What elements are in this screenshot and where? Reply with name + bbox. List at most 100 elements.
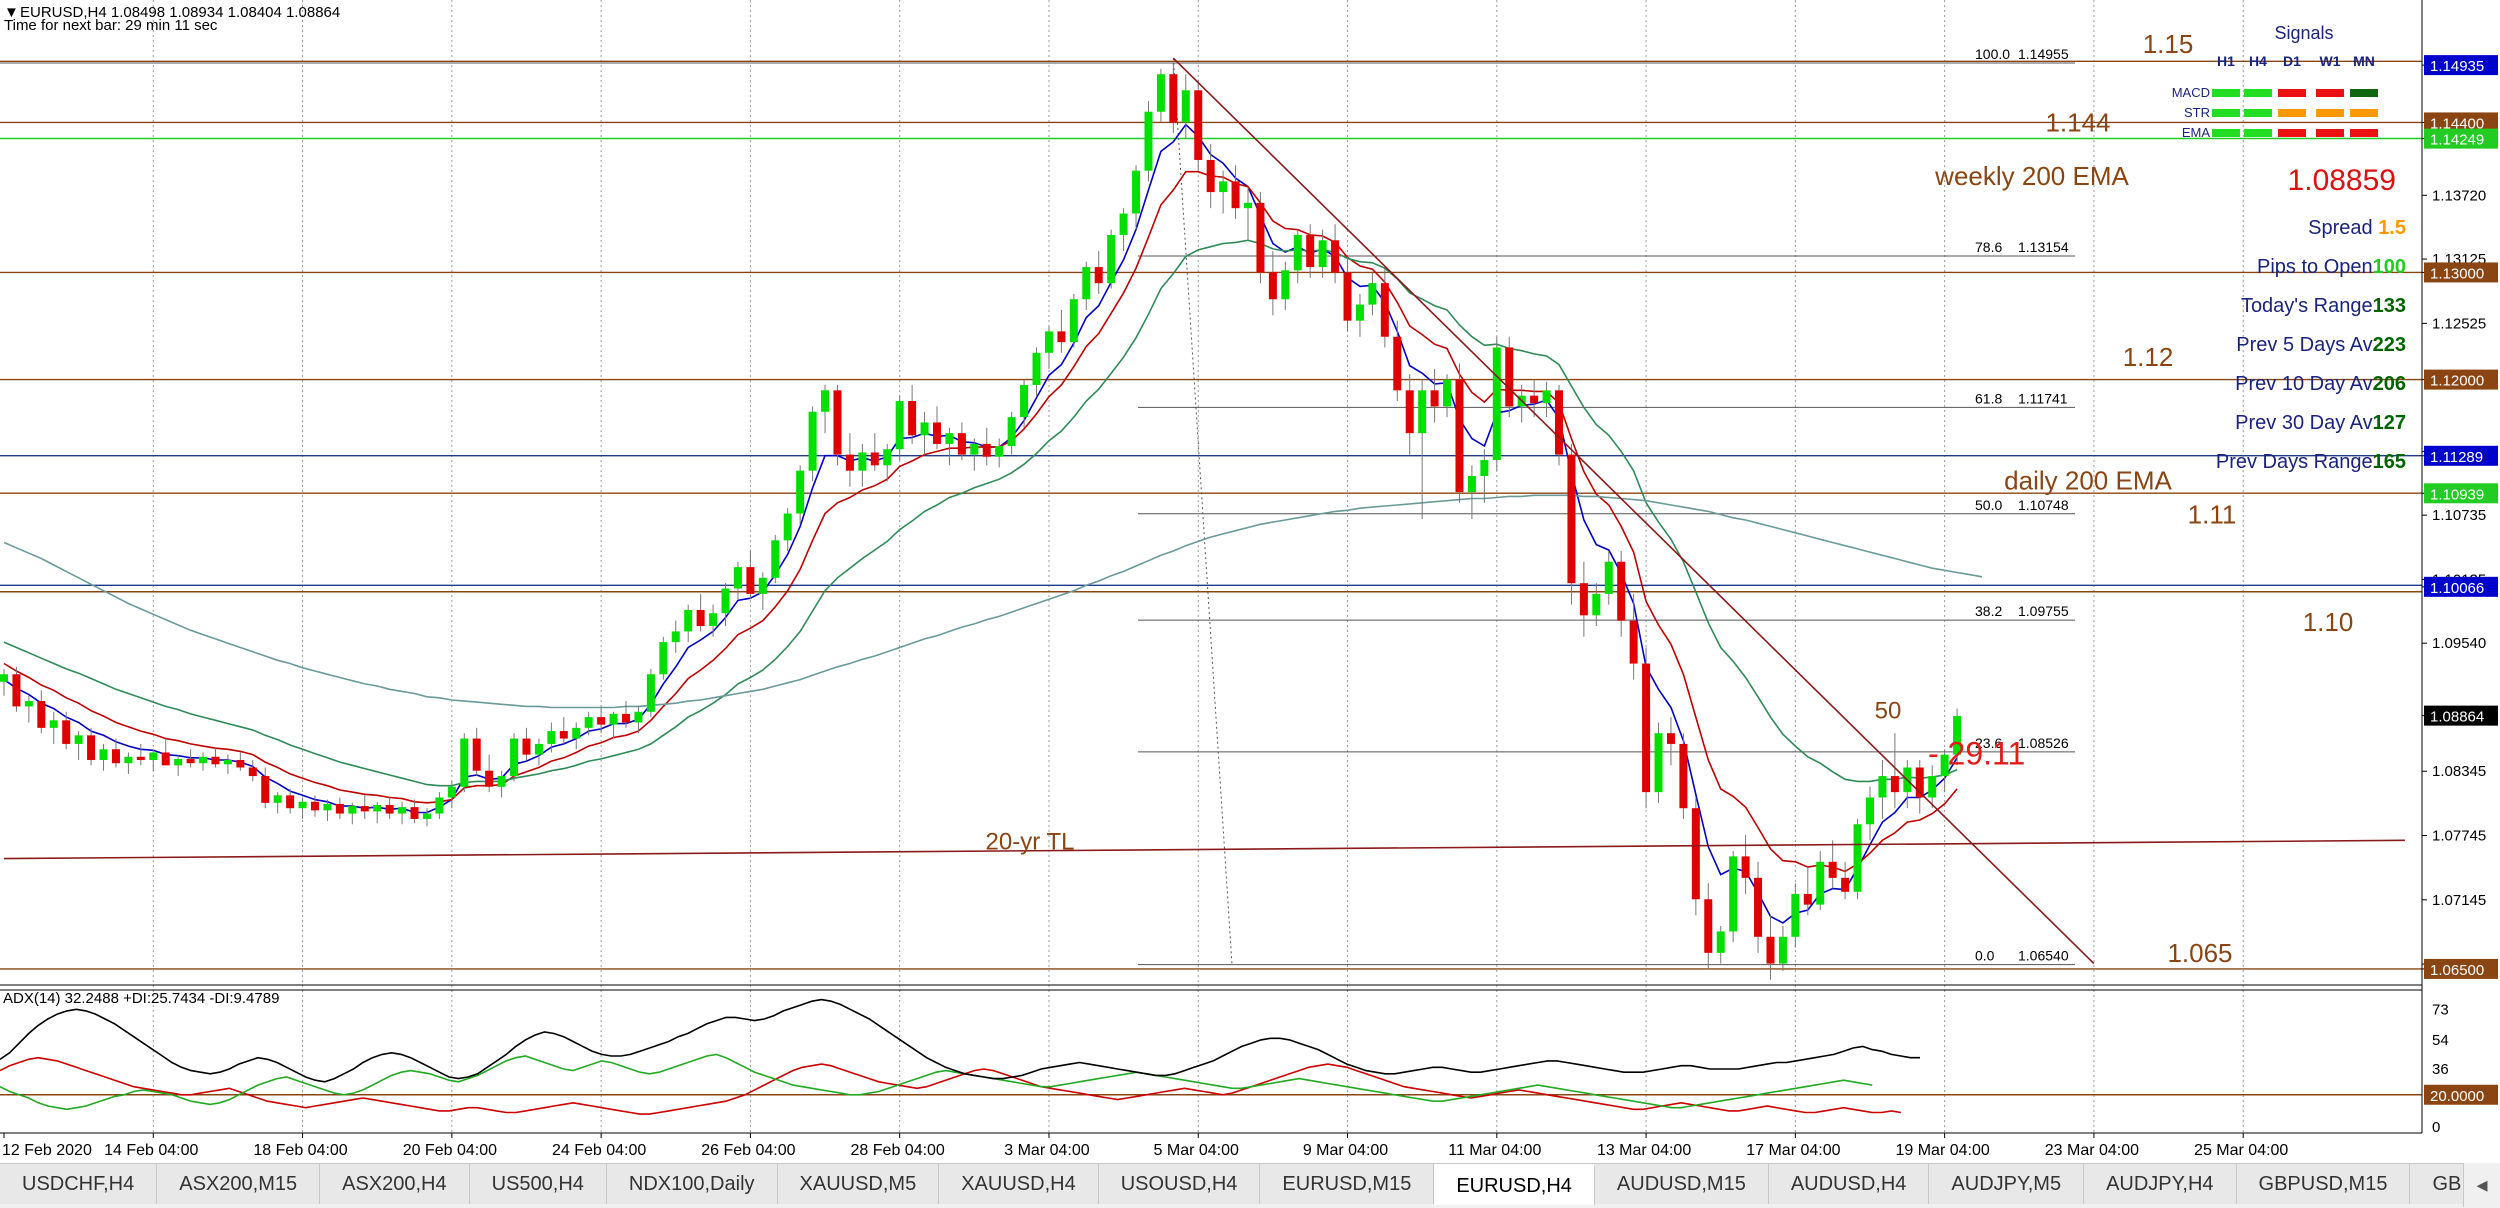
candle-body: [622, 713, 630, 723]
signal-cell: [2212, 109, 2240, 117]
price-tag-bg: [2424, 445, 2498, 466]
fibonacci-retracement[interactable]: 100.0 1.14955 78.6 1.13154 61.8 1.11741 50.0 1.…: [0, 46, 2075, 966]
signal-timeframe: W1: [2320, 53, 2341, 69]
candle-body: [1654, 733, 1663, 793]
candle-body: [1828, 861, 1837, 878]
price-axis[interactable]: 1.149351.144001.142491.137201.131251.130…: [2422, 57, 2486, 978]
tab-scroll-left-icon[interactable]: ◂: [2463, 1163, 2500, 1207]
price-tag-bg: [2424, 128, 2498, 149]
tab-audjpy-h4[interactable]: AUDJPY,H4: [2084, 1164, 2237, 1204]
candle-body: [1890, 776, 1899, 793]
candle-body: [1729, 856, 1738, 932]
candle-body: [709, 613, 718, 627]
signal-cell: [2350, 109, 2378, 117]
time-axis[interactable]: 12 Feb 2020 14 Feb 04:00 18 Feb 04:00 20 Fe…: [2, 1133, 2288, 1159]
candle-body: [1542, 390, 1551, 404]
candle-body: [559, 731, 568, 739]
candle-body: [174, 758, 183, 766]
y-tick-label: 1.07145: [2432, 892, 2486, 909]
candle-body: [933, 422, 941, 444]
trendlines[interactable]: [3, 57, 2405, 965]
tab-eurusd-m15[interactable]: EURUSD,M15: [1260, 1164, 1435, 1204]
price-tag: 1.11289: [2430, 449, 2483, 466]
tab-audusd-h4[interactable]: AUDUSD,H4: [1768, 1164, 1930, 1204]
candle-body: [1044, 331, 1053, 353]
candle-body: [410, 807, 419, 819]
candle-body: [1169, 74, 1178, 123]
candle-body: [1418, 390, 1427, 434]
tab-audjpy-m5[interactable]: AUDJPY,M5: [1929, 1164, 2085, 1204]
candle-body: [920, 422, 929, 436]
tab-usdchf-h4[interactable]: USDCHF,H4: [0, 1164, 158, 1204]
candle-body: [1380, 283, 1389, 337]
price-tag-bg: [2424, 958, 2498, 979]
candle-body: [584, 717, 593, 728]
candle-body: [945, 433, 954, 444]
tab-xauusd-h4[interactable]: XAUUSD,H4: [939, 1164, 1099, 1204]
candle-body: [24, 701, 33, 707]
tab-eurusd-h4[interactable]: EURUSD,H4: [1434, 1164, 1595, 1205]
tab-xauusd-m5[interactable]: XAUUSD,M5: [777, 1164, 940, 1204]
candle-body: [1156, 74, 1165, 112]
candle-body: [1915, 767, 1924, 798]
x-tick-label: 23 Mar 04:00: [2045, 1142, 2139, 1159]
price-tag: 1.14249: [2430, 132, 2484, 149]
signal-cell: [2316, 89, 2344, 97]
candle-body: [199, 756, 208, 764]
signal-cell: [2278, 109, 2306, 117]
pip-annotation: - 29.11: [1928, 735, 2025, 771]
x-tick-label: 26 Feb 04:00: [701, 1142, 795, 1159]
candle-body: [845, 454, 854, 471]
tab-audusd-m15[interactable]: AUDUSD,M15: [1594, 1164, 1769, 1204]
candle-body: [1181, 90, 1190, 123]
tab-asx200-m15[interactable]: ASX200,M15: [157, 1164, 321, 1204]
price-tag: 1.10939: [2430, 486, 2484, 503]
candle-body: [1691, 808, 1700, 900]
y-tick-label: 1.12525: [2432, 315, 2486, 332]
candle-body: [37, 701, 46, 728]
candle-body: [808, 411, 817, 471]
downtrend-line[interactable]: [1172, 57, 2095, 965]
info-row-label: Pips to Open: [2257, 256, 2373, 278]
tab-gbpusd-m15[interactable]: GBPUSD,M15: [2236, 1164, 2411, 1204]
level-label: 1.10: [2303, 607, 2354, 637]
candle-body: [74, 735, 83, 744]
info-row-value: 127: [2373, 412, 2406, 434]
x-tick-label: 3 Mar 04:00: [1004, 1142, 1089, 1159]
info-row: Today's Range133: [2241, 295, 2406, 317]
candle-body: [1119, 213, 1128, 235]
candle-body: [783, 513, 792, 541]
candle-body: [1368, 283, 1377, 305]
candle-body: [49, 720, 58, 728]
moving-averages: [3, 123, 1983, 924]
price-tag-bg: [2424, 112, 2498, 133]
adx-tick-label: 36: [2432, 1061, 2449, 1078]
level-label: 1.12: [2123, 342, 2174, 372]
twenty-year-trendline[interactable]: [3, 839, 2405, 860]
info-row-value: 1.5: [2378, 217, 2406, 239]
symbol-header: EURUSD,H4 1.08498 1.08934 1.08404 1.0886…: [20, 4, 340, 21]
candle-body: [360, 806, 369, 812]
fib-price-label: 1.08526: [2018, 735, 2069, 751]
candle-body: [1642, 663, 1651, 793]
candle-body: [99, 749, 108, 760]
tab-us500-h4[interactable]: US500,H4: [469, 1164, 607, 1204]
candle-body: [1231, 181, 1240, 209]
tab-asx200-h4[interactable]: ASX200,H4: [320, 1164, 470, 1204]
x-tick-label: 13 Mar 04:00: [1597, 1142, 1691, 1159]
x-tick-label: 5 Mar 04:00: [1154, 1142, 1239, 1159]
signals-panel: Signals H1 H4 D1 W1 MN MACD STR EMA: [2172, 23, 2378, 140]
tab-ndx100-daily[interactable]: NDX100,Daily: [606, 1164, 778, 1204]
collapse-arrow-icon[interactable]: ▼: [4, 4, 19, 21]
signal-row-name: MACD: [2172, 85, 2210, 100]
signal-cell: [2278, 129, 2306, 137]
y-tick-label: 1.09540: [2432, 635, 2486, 652]
info-row: Spread 1.5: [2308, 217, 2406, 239]
price-tag-bg: [2424, 55, 2498, 76]
plus-di-line: [0, 1053, 1873, 1111]
tab-usousd-h4[interactable]: USOUSD,H4: [1098, 1164, 1261, 1204]
info-row-label: Prev Days Range: [2216, 451, 2373, 473]
x-tick-label: 18 Feb 04:00: [253, 1142, 347, 1159]
candle-body: [149, 752, 158, 760]
